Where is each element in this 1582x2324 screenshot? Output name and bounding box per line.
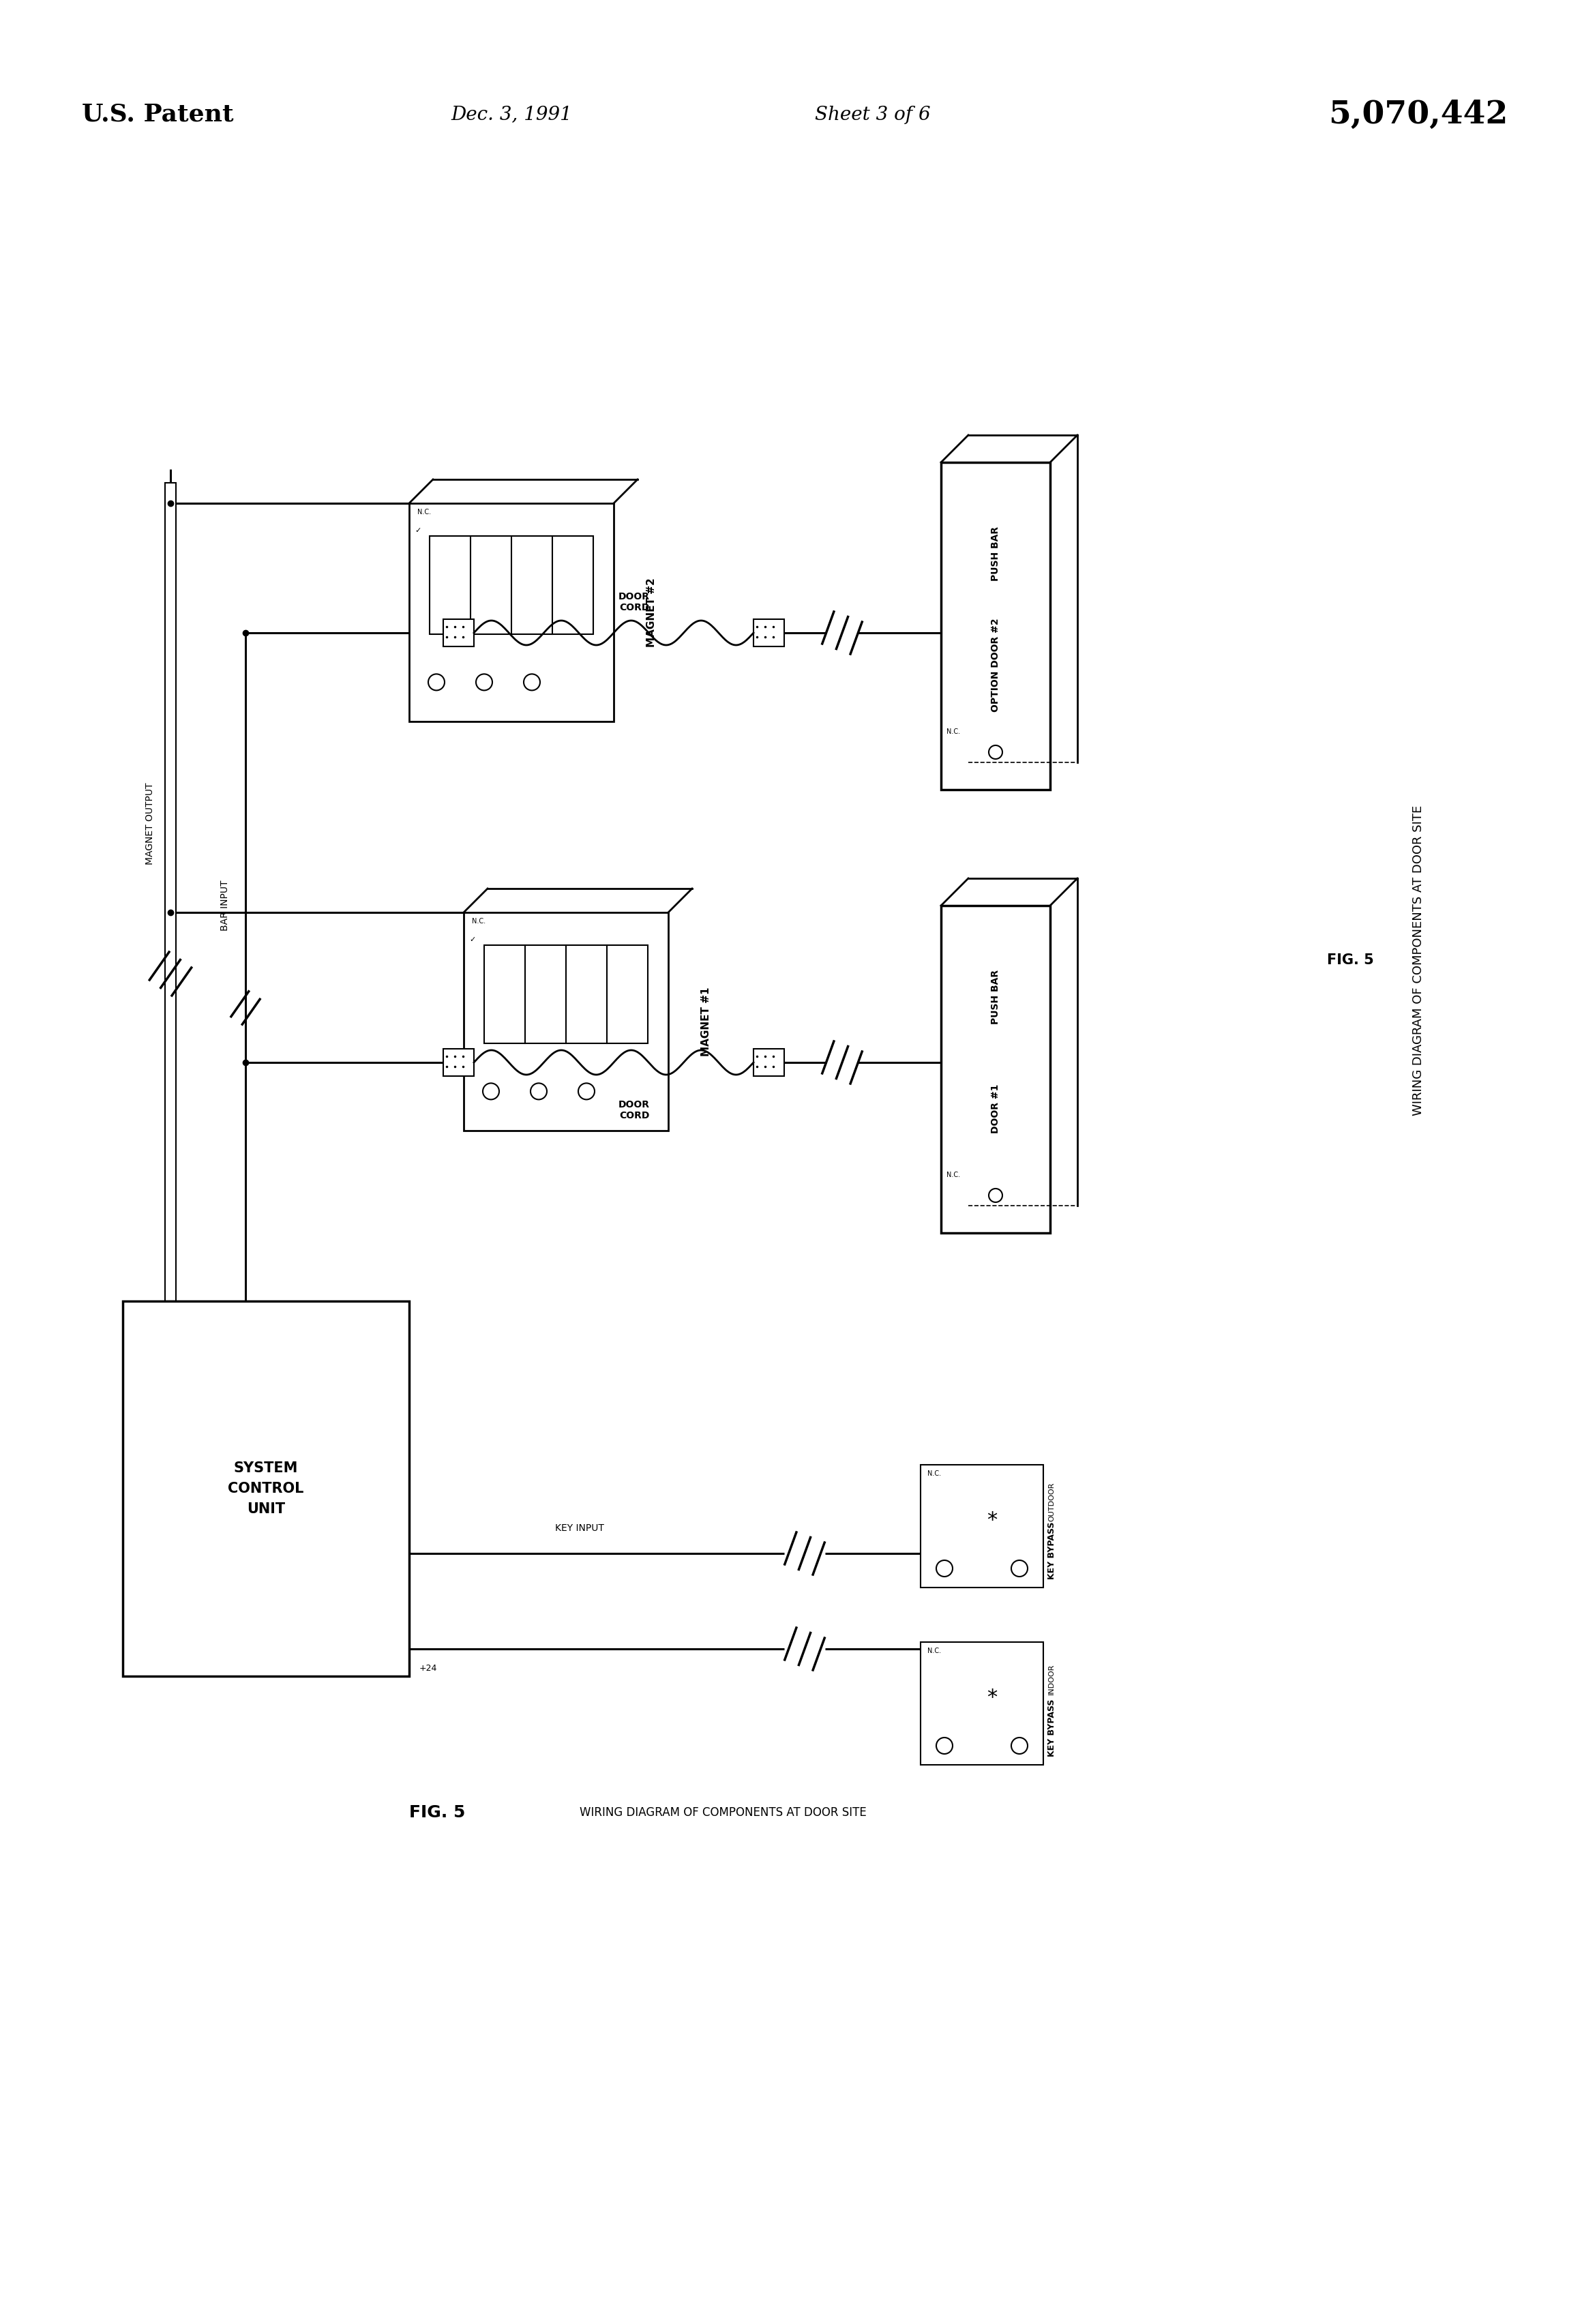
FancyBboxPatch shape — [410, 504, 614, 720]
FancyBboxPatch shape — [430, 537, 593, 634]
Text: ✓: ✓ — [470, 937, 476, 944]
Text: PUSH BAR: PUSH BAR — [990, 969, 1000, 1025]
FancyBboxPatch shape — [753, 1048, 785, 1076]
Text: U.S. Patent: U.S. Patent — [82, 102, 234, 125]
Text: MAGNET #2: MAGNET #2 — [645, 579, 657, 646]
Text: N.C.: N.C. — [946, 1171, 960, 1178]
Text: DOOR #1: DOOR #1 — [990, 1083, 1000, 1134]
FancyBboxPatch shape — [921, 1643, 1043, 1764]
Text: INDOOR: INDOOR — [1047, 1664, 1055, 1694]
Text: DOOR
CORD: DOOR CORD — [619, 593, 650, 611]
Text: MAGNET OUTPUT: MAGNET OUTPUT — [146, 783, 155, 865]
Text: Dec. 3, 1991: Dec. 3, 1991 — [451, 105, 573, 123]
Text: N.C.: N.C. — [946, 727, 960, 734]
FancyBboxPatch shape — [484, 946, 647, 1043]
Text: *: * — [987, 1511, 997, 1529]
Text: WIRING DIAGRAM OF COMPONENTS AT DOOR SITE: WIRING DIAGRAM OF COMPONENTS AT DOOR SIT… — [1413, 804, 1424, 1116]
Text: N.C.: N.C. — [927, 1648, 941, 1655]
FancyBboxPatch shape — [443, 618, 475, 646]
Text: KEY BYPASS: KEY BYPASS — [1047, 1522, 1055, 1580]
FancyBboxPatch shape — [941, 906, 1050, 1234]
Text: 5,070,442: 5,070,442 — [1329, 100, 1508, 130]
FancyBboxPatch shape — [165, 483, 176, 1301]
FancyBboxPatch shape — [464, 913, 668, 1132]
FancyBboxPatch shape — [443, 1048, 475, 1076]
Text: +24: +24 — [419, 1664, 437, 1673]
Text: Sheet 3 of 6: Sheet 3 of 6 — [815, 105, 930, 123]
Text: N.C.: N.C. — [471, 918, 486, 925]
Text: N.C.: N.C. — [927, 1471, 941, 1478]
Text: FIG. 5: FIG. 5 — [1327, 953, 1373, 967]
Text: PUSH BAR: PUSH BAR — [990, 528, 1000, 581]
FancyBboxPatch shape — [941, 462, 1050, 790]
Text: *: * — [987, 1687, 997, 1708]
FancyBboxPatch shape — [123, 1301, 410, 1676]
Text: BAR INPUT: BAR INPUT — [220, 881, 229, 932]
Text: OPTION DOOR #2: OPTION DOOR #2 — [990, 618, 1000, 711]
Text: OUTDOOR: OUTDOOR — [1047, 1483, 1055, 1522]
Text: N.C.: N.C. — [418, 509, 430, 516]
FancyBboxPatch shape — [921, 1464, 1043, 1587]
Text: KEY BYPASS: KEY BYPASS — [1047, 1699, 1055, 1757]
Text: DOOR
CORD: DOOR CORD — [619, 1099, 650, 1120]
Text: ✓: ✓ — [414, 528, 421, 535]
Text: KEY INPUT: KEY INPUT — [555, 1525, 604, 1534]
Text: MAGNET #1: MAGNET #1 — [701, 988, 710, 1055]
Text: SYSTEM
CONTROL
UNIT: SYSTEM CONTROL UNIT — [228, 1462, 304, 1515]
Text: WIRING DIAGRAM OF COMPONENTS AT DOOR SITE: WIRING DIAGRAM OF COMPONENTS AT DOOR SIT… — [579, 1806, 867, 1820]
Text: FIG. 5: FIG. 5 — [410, 1803, 465, 1820]
FancyBboxPatch shape — [753, 618, 785, 646]
